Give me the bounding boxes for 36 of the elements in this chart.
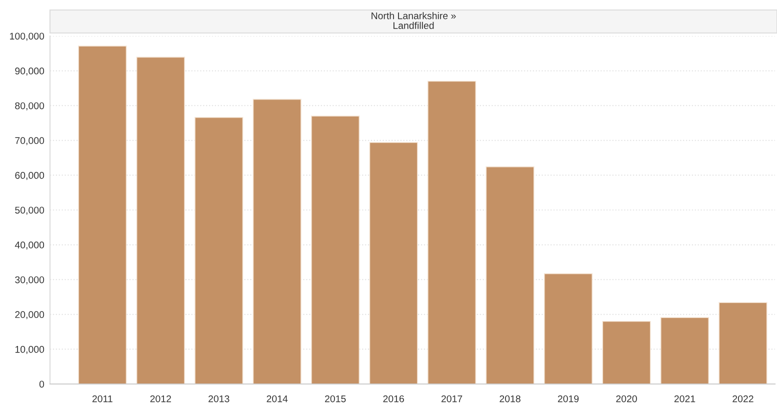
- bar: [252, 98, 302, 384]
- bar: [544, 273, 593, 384]
- y-tick-label: 60,000: [15, 172, 44, 180]
- y-tick-label: 50,000: [15, 206, 44, 215]
- bar: [369, 142, 418, 384]
- x-tick-label: 2022: [732, 395, 754, 402]
- bar: [718, 302, 768, 384]
- bar: [660, 317, 710, 384]
- x-tick-label: 2012: [150, 395, 171, 402]
- y-tick-label: 20,000: [15, 311, 44, 320]
- bar: [311, 116, 360, 384]
- bar: [602, 320, 651, 384]
- chart-title: North Lanarkshire » Landfilled: [372, 12, 456, 29]
- x-tick-label: 2015: [325, 395, 346, 402]
- y-tick-label: 10,000: [15, 346, 44, 354]
- bar: [78, 46, 127, 384]
- x-tick-label: 2020: [616, 395, 637, 402]
- x-tick-label: 2019: [558, 395, 579, 402]
- bar: [136, 56, 185, 384]
- bar: [194, 117, 244, 384]
- y-tick-label: 90,000: [15, 68, 44, 76]
- y-tick-label: 0: [39, 380, 44, 388]
- x-tick-label: 2016: [383, 395, 404, 402]
- x-tick-label: 2021: [674, 395, 696, 402]
- y-tick-label: 100,000: [10, 32, 44, 41]
- x-tick-label: 2013: [208, 395, 230, 402]
- y-tick-label: 40,000: [14, 242, 44, 250]
- x-tick-label: 2017: [441, 395, 462, 402]
- bar: [428, 80, 476, 384]
- x-tick-label: 2011: [92, 395, 112, 402]
- y-tick-label: 80,000: [15, 102, 44, 110]
- x-tick-label: 2018: [500, 395, 520, 402]
- x-tick-label: 2014: [266, 395, 288, 402]
- bar: [486, 166, 534, 384]
- y-tick-label: 70,000: [15, 137, 44, 146]
- y-tick-label: 30,000: [15, 276, 44, 284]
